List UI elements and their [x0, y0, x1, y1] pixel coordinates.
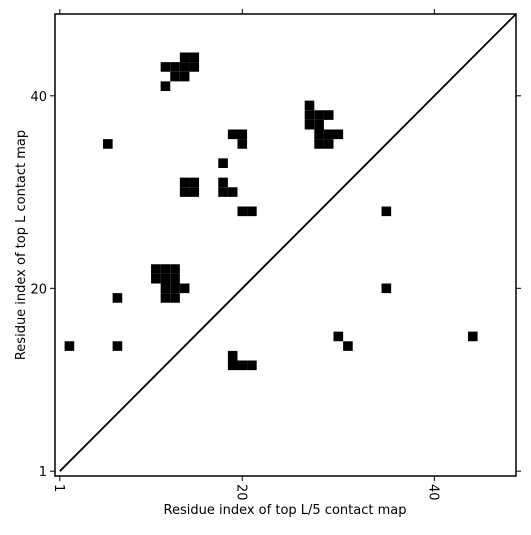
contact-cell — [179, 71, 190, 82]
y-axis-label: Residue index of top L contact map — [14, 130, 29, 360]
contact-cell — [247, 360, 257, 371]
y-tick-label: 1 — [39, 465, 47, 480]
contact-cell — [237, 206, 248, 217]
contact-cell — [314, 119, 324, 130]
contact-cell — [381, 206, 392, 217]
contact-cell — [343, 341, 353, 351]
contact-cell — [160, 293, 171, 303]
contact-cell — [160, 62, 171, 72]
contact-cell — [160, 273, 171, 284]
contact-cell — [237, 139, 248, 149]
contact-cell — [237, 360, 248, 371]
contact-cell — [160, 283, 171, 294]
contact-cell — [227, 129, 238, 140]
diagonal-line — [59, 13, 517, 472]
contact-cell — [170, 71, 180, 82]
y-tick-label: 20 — [30, 282, 47, 297]
contact-cell — [103, 139, 113, 149]
contact-cell — [304, 100, 315, 111]
contact-cell — [323, 139, 334, 149]
contact-cell — [151, 264, 161, 274]
plot-frame — [54, 13, 517, 477]
x-tick-label: 40 — [425, 484, 440, 501]
x-axis-label: Residue index of top L/5 contact map — [164, 503, 407, 518]
contact-cell — [189, 187, 200, 197]
contact-cell — [333, 331, 344, 342]
contact-cell — [189, 177, 200, 188]
contact-cell — [170, 283, 180, 294]
contact-cell — [170, 273, 180, 284]
contact-cell — [218, 158, 228, 168]
x-tick-label: 20 — [233, 484, 248, 501]
y-tick-label: 40 — [30, 90, 47, 105]
contact-cell — [304, 119, 315, 130]
contact-cell — [237, 129, 248, 140]
contact-cell — [170, 293, 180, 303]
contact-cell — [170, 264, 180, 274]
contact-cell — [304, 110, 315, 120]
contact-cell — [189, 62, 200, 72]
contact-cell — [170, 62, 180, 72]
contact-cell — [247, 206, 257, 217]
contact-cell — [179, 62, 190, 72]
contact-cell — [467, 331, 478, 342]
contact-cell — [179, 52, 190, 63]
contact-cell — [160, 81, 171, 91]
contact-cell — [333, 129, 344, 140]
contact-cell — [323, 129, 334, 140]
contact-cell — [227, 187, 238, 197]
contact-cell — [179, 283, 190, 294]
contact-cell — [218, 187, 228, 197]
contact-cell — [323, 110, 334, 120]
contact-cell — [160, 264, 171, 274]
contact-cell — [64, 341, 75, 351]
contact-cell — [314, 110, 324, 120]
contact-cell — [112, 293, 123, 303]
contact-cell — [227, 350, 238, 361]
contact-cell — [112, 341, 123, 351]
contact-cell — [314, 129, 324, 140]
contact-cell — [189, 52, 200, 63]
contact-cell — [179, 177, 190, 188]
contact-cell — [314, 139, 324, 149]
contact-cell — [381, 283, 392, 294]
x-tick-label: 1 — [51, 484, 66, 492]
contact-cell — [227, 360, 238, 371]
contact-cell — [218, 177, 228, 188]
contact-cell — [151, 273, 161, 284]
contact-cell — [179, 187, 190, 197]
